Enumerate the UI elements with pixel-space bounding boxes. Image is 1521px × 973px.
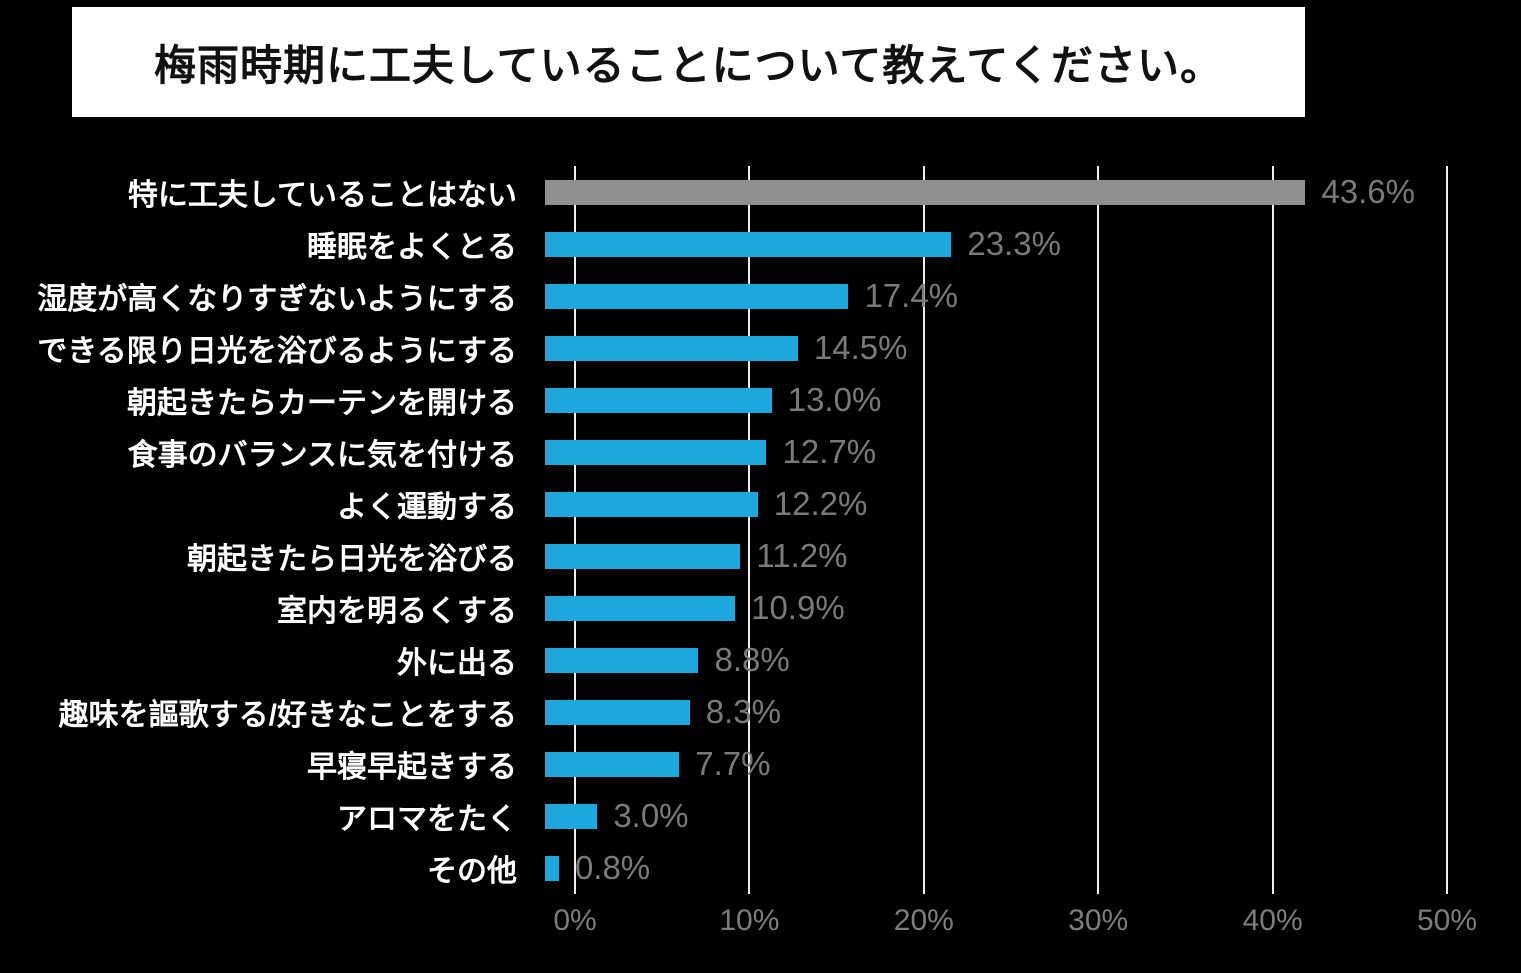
category-label: 早寝早起きする (307, 751, 517, 784)
value-label: 11.2% (756, 537, 848, 574)
bar (545, 751, 680, 777)
bar-area: 13.0% (545, 374, 1417, 426)
bar (545, 231, 952, 257)
gridline (1446, 166, 1448, 894)
bar (545, 699, 690, 725)
value-label: 7.7% (695, 745, 771, 782)
bar (545, 491, 758, 517)
bar (545, 335, 798, 361)
value-label: 12.7% (782, 433, 877, 470)
gridline (1097, 166, 1100, 894)
bar (545, 283, 849, 309)
chart-title-box: 梅雨時期に工夫していることについて教えてください。 (72, 7, 1305, 117)
chart-row: 外に出る 8.8% (0, 634, 1521, 686)
chart-row: よく運動する 12.2% (0, 478, 1521, 530)
category-label: 特に工夫していることはない (127, 179, 517, 212)
bar-area: 8.8% (545, 634, 1417, 686)
value-label: 23.3% (967, 225, 1061, 262)
chart-row: 特に工夫していることはない 43.6% (0, 166, 1521, 218)
bar-area: 17.4% (545, 270, 1417, 322)
value-label: 43.6% (1321, 173, 1415, 210)
chart-row: できる限り日光を浴びるようにする 14.5% (0, 322, 1521, 374)
gridline (748, 166, 751, 894)
bar-area: 23.3% (545, 218, 1417, 270)
chart-row: 食事のバランスに気を付ける 12.7% (0, 426, 1521, 478)
x-tick-label: 40% (1242, 904, 1303, 937)
gridline (1271, 166, 1274, 894)
bar-area: 7.7% (545, 738, 1417, 790)
value-label: 13.0% (787, 381, 882, 418)
bar-area: 0.8% (545, 842, 1417, 894)
chart-row: 趣味を謳歌する/好きなことをする 8.3% (0, 686, 1521, 738)
value-label: 3.0% (613, 797, 689, 834)
value-label: 8.8% (714, 641, 790, 678)
category-label: その他 (427, 855, 517, 888)
bar-area: 8.3% (545, 686, 1417, 738)
chart-title: 梅雨時期に工夫していることについて教えてください。 (153, 41, 1224, 89)
chart-rows: 特に工夫していることはない 43.6% 睡眠をよくとる 23.3% 湿度が高くなりすぎな… (0, 166, 1521, 894)
chart-row: アロマをたく 3.0% (0, 790, 1521, 842)
bar-area: 12.2% (545, 478, 1417, 530)
value-label: 14.5% (813, 329, 908, 366)
x-tick-label: 10% (719, 904, 780, 937)
bar (545, 543, 741, 569)
chart-row: 早寝早起きする 7.7% (0, 738, 1521, 790)
x-tick-label: 30% (1068, 904, 1129, 937)
chart-row: 湿度が高くなりすぎないようにする 17.4% (0, 270, 1521, 322)
category-label: 外に出る (397, 647, 517, 680)
category-label: アロマをたく (337, 803, 517, 836)
bar (545, 803, 598, 829)
bar-area: 43.6% (545, 166, 1417, 218)
category-label: 食事のバランスに気を付ける (127, 439, 517, 472)
bar-chart: 特に工夫していることはない 43.6% 睡眠をよくとる 23.3% 湿度が高くなりすぎな… (0, 166, 1521, 956)
value-label: 12.2% (773, 485, 868, 522)
x-tick-label: 20% (893, 904, 954, 937)
category-label: 朝起きたら日光を浴びる (187, 543, 517, 576)
gridlines (574, 166, 1448, 894)
chart-row: 朝起きたらカーテンを開ける 13.0% (0, 374, 1521, 426)
gridline (922, 166, 925, 894)
bar-area: 14.5% (545, 322, 1417, 374)
category-label: 睡眠をよくとる (307, 231, 517, 264)
chart-row: その他 0.8% (0, 842, 1521, 894)
bar (545, 387, 772, 413)
gridline (574, 166, 576, 894)
value-label: 10.9% (751, 589, 845, 626)
category-label: 室内を明るくする (277, 595, 517, 628)
chart-row: 睡眠をよくとる 23.3% (0, 218, 1521, 270)
bar (545, 595, 736, 621)
bar-area: 12.7% (545, 426, 1417, 478)
chart-row: 朝起きたら日光を浴びる 11.2% (0, 530, 1521, 582)
bar (545, 855, 559, 881)
bar (545, 179, 1306, 205)
value-label: 0.8% (574, 849, 651, 886)
category-label: 湿度が高くなりすぎないようにする (37, 283, 517, 316)
x-tick-label: 0% (553, 904, 597, 937)
bar-area: 10.9% (545, 582, 1417, 634)
category-label: よく運動する (337, 491, 517, 524)
chart-row: 室内を明るくする 10.9% (0, 582, 1521, 634)
x-axis: 0% 10% 20% 30% 40% 50% (553, 904, 1477, 950)
category-label: 朝起きたらカーテンを開ける (127, 387, 517, 420)
value-label: 17.4% (864, 277, 959, 314)
x-tick-label: 50% (1416, 904, 1478, 937)
category-label: 趣味を謳歌する/好きなことをする (58, 699, 517, 732)
category-label: できる限り日光を浴びるようにする (37, 335, 517, 368)
bar (545, 647, 699, 673)
bar (545, 439, 767, 465)
value-label: 8.3% (705, 693, 781, 730)
bar-area: 3.0% (545, 790, 1417, 842)
bar-area: 11.2% (545, 530, 1417, 582)
